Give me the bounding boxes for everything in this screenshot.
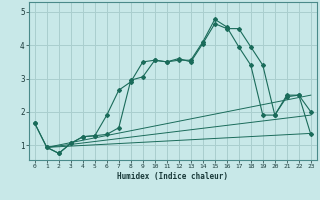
X-axis label: Humidex (Indice chaleur): Humidex (Indice chaleur) bbox=[117, 172, 228, 181]
